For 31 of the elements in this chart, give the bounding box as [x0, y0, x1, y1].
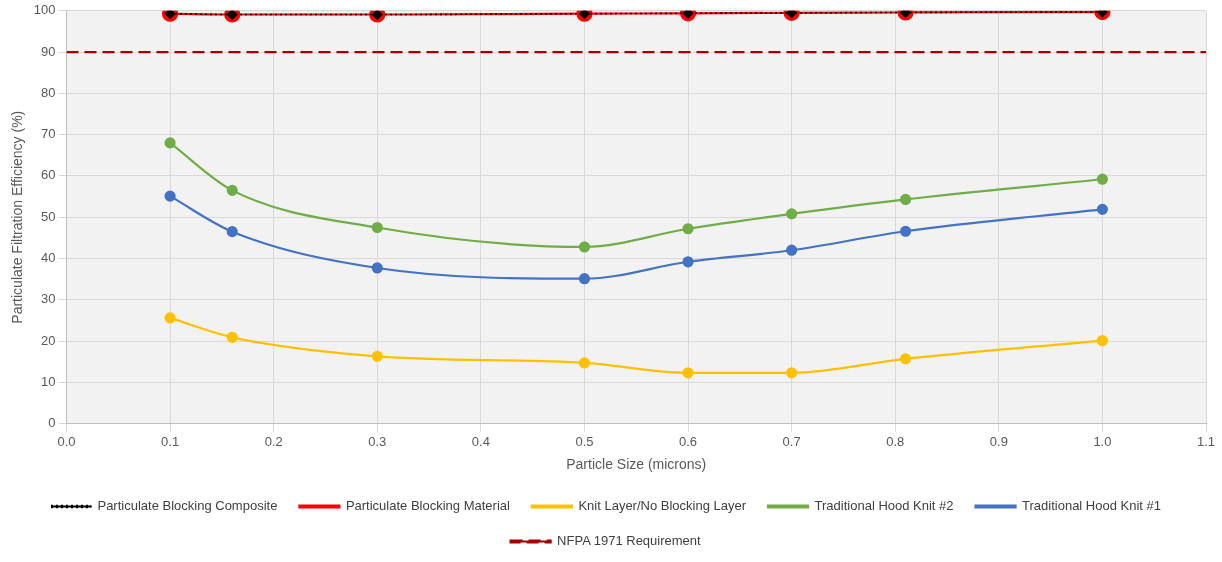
x-tick-label: 0.3 [368, 433, 387, 449]
y-tick-label: 90 [41, 43, 56, 59]
x-tick-label: 0.2 [264, 433, 283, 449]
y-tick-label: 0 [48, 415, 56, 431]
legend-label: Traditional Hood Knit #1 [1022, 498, 1162, 514]
x-tick-label: 0.8 [886, 433, 905, 449]
y-tick-label: 10 [41, 373, 56, 389]
x-tick-label: 0.0 [57, 433, 76, 449]
legend-label: Knit Layer/No Blocking Layer [578, 498, 747, 514]
y-tick-label: 40 [41, 250, 56, 266]
x-tick-label: 1.0 [1093, 433, 1112, 449]
y-tick-label: 20 [41, 332, 56, 348]
y-tick-label: 50 [41, 208, 56, 224]
legend-label: Traditional Hood Knit #2 [814, 498, 954, 514]
x-tick-label: 0.4 [471, 433, 490, 449]
y-tick-label: 70 [41, 126, 56, 142]
y-tick-label: 30 [41, 291, 56, 307]
x-tick-label: 0.1 [161, 433, 180, 449]
legend-label: NFPA 1971 Requirement [557, 533, 702, 549]
x-tick-label: 0.5 [575, 433, 594, 449]
x-tick-label: 0.6 [679, 433, 698, 449]
x-tick-label: 0.7 [782, 433, 801, 449]
y-tick-label: 80 [41, 84, 56, 100]
legend-label: Particulate Blocking Composite [97, 498, 278, 514]
legend-label: Particulate Blocking Material [345, 498, 511, 514]
x-axis-title: Particle Size (microns) [566, 456, 707, 473]
y-axis-title: Particulate Filtration Efficiency (%) [9, 110, 26, 324]
y-tick-label: 100 [33, 2, 56, 18]
x-tick-label: 1.1 [1196, 433, 1216, 449]
y-tick-label: 60 [41, 167, 56, 183]
x-tick-label: 0.9 [989, 433, 1008, 449]
